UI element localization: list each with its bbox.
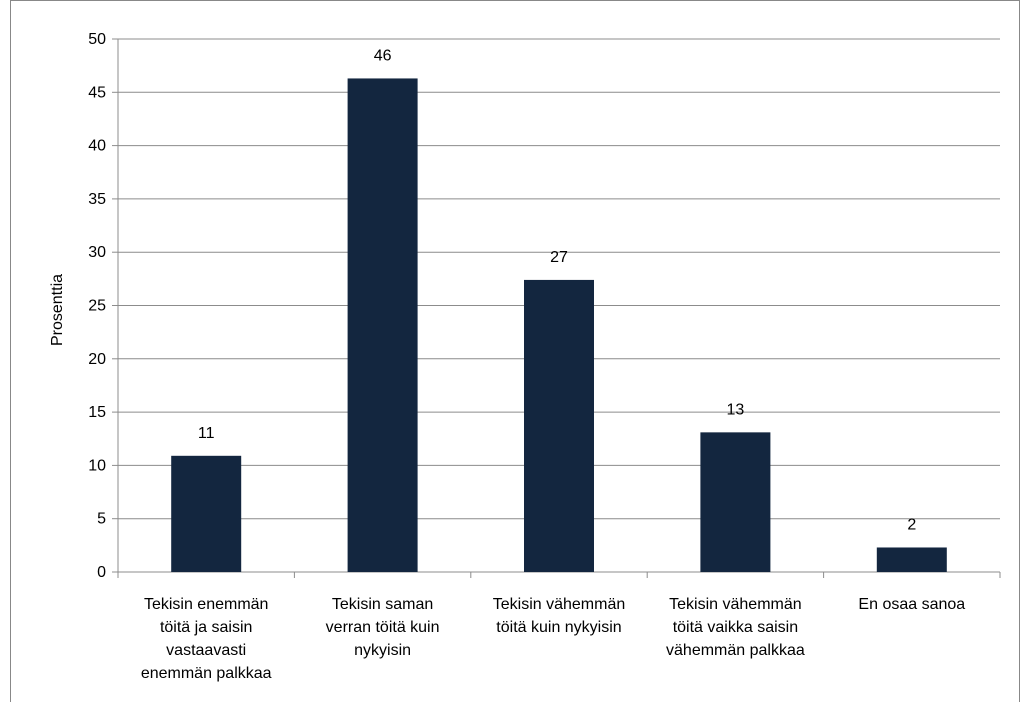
bar xyxy=(700,432,771,572)
labels: 0 5 10 15 20 25 30 35 40 45 50 11 Tekisin enemmän töi… xyxy=(88,31,965,682)
category-label: Tekisin vähemmän xyxy=(669,596,802,613)
bar xyxy=(524,279,594,572)
y-tick-label: 20 xyxy=(88,351,106,368)
category-label: vähemmän palkkaa xyxy=(666,642,805,659)
bars xyxy=(171,78,947,572)
data-label: 2 xyxy=(907,516,916,533)
y-tick-label: 0 xyxy=(97,564,106,581)
data-label: 46 xyxy=(374,47,392,64)
category-label: töitä ja saisin xyxy=(160,619,253,636)
category-label: vastaavasti xyxy=(166,642,246,659)
bar xyxy=(171,455,242,572)
data-label: 13 xyxy=(727,401,745,418)
category-label: Tekisin enemmän xyxy=(144,596,269,613)
y-tick-label: 5 xyxy=(97,511,106,528)
y-tick-label: 30 xyxy=(88,244,106,261)
data-label: 11 xyxy=(198,425,215,442)
y-tick-label: 50 xyxy=(88,31,106,48)
y-tick-label: 35 xyxy=(88,191,106,208)
category-label: nykyisin xyxy=(354,642,411,659)
category-label: En osaa sanoa xyxy=(858,596,965,613)
y-tick-label: 25 xyxy=(88,298,106,315)
category-label: verran töitä kuin xyxy=(326,619,440,636)
bar xyxy=(876,547,947,572)
y-tick-label: 45 xyxy=(88,84,106,101)
category-label: töitä vaikka saisin xyxy=(673,619,798,636)
category-label: töitä kuin nykyisin xyxy=(496,619,621,636)
data-label: 27 xyxy=(550,249,568,266)
y-tick-label: 15 xyxy=(88,404,106,421)
y-tick-label: 10 xyxy=(88,457,106,474)
category-label: enemmän palkkaa xyxy=(141,665,272,682)
y-axis-title: Prosenttia xyxy=(49,274,66,346)
bar xyxy=(347,78,418,572)
category-label: Tekisin saman xyxy=(332,596,433,613)
chart-frame xyxy=(10,0,1020,702)
category-label: Tekisin vähemmän xyxy=(493,596,626,613)
y-tick-label: 40 xyxy=(88,138,106,155)
